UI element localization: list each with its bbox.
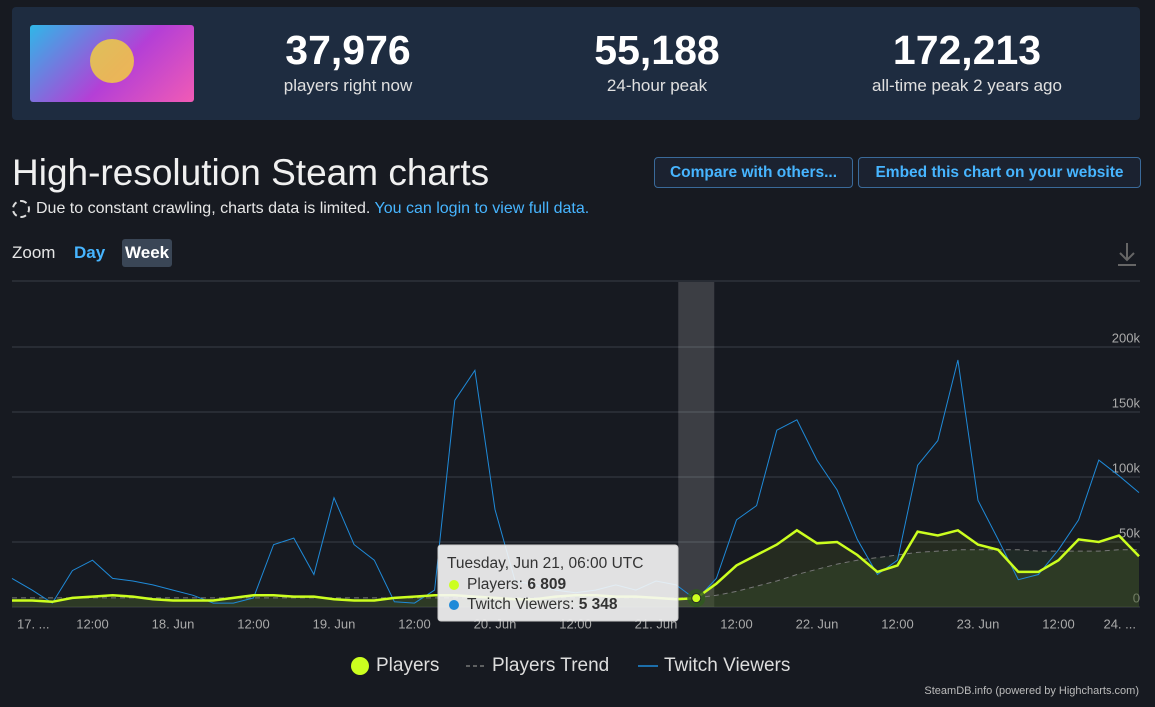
tooltip-title: Tuesday, Jun 21, 06:00 UTC xyxy=(447,555,643,572)
download-icon[interactable] xyxy=(1116,241,1138,267)
zoom-week[interactable]: Week xyxy=(122,239,173,267)
legend-label: Players Trend xyxy=(492,655,609,676)
credit: SteamDB.info (powered by Highcharts.com) xyxy=(924,685,1139,697)
y-tick-label: 100k xyxy=(1112,460,1141,475)
legend-label: Players xyxy=(376,655,439,676)
stat-label: players right now xyxy=(283,76,413,95)
tooltip-item: Players: 6 809 xyxy=(467,576,566,593)
tooltip-value: 5 348 xyxy=(579,596,618,613)
x-tick-label: 24. ... xyxy=(1103,616,1136,631)
y-tick-label: 150k xyxy=(1112,395,1141,410)
x-tick-label: 12:00 xyxy=(237,616,270,631)
stat: 172,213 all-time peak 2 years ago xyxy=(817,27,1117,96)
tooltip-box xyxy=(437,544,679,622)
legend-symbol xyxy=(351,657,369,675)
info-icon xyxy=(12,200,30,218)
zoom-day[interactable]: Day xyxy=(74,243,106,262)
x-tick-label: 17. ... xyxy=(17,616,50,631)
page-title: High-resolution Steam charts xyxy=(12,152,490,193)
tooltip-dot xyxy=(449,580,459,590)
stat: 55,188 24-hour peak xyxy=(507,27,807,96)
x-tick-label: 12:00 xyxy=(881,616,914,631)
x-tick-label: 12:00 xyxy=(398,616,431,631)
compare-button[interactable]: Compare with others... xyxy=(654,157,853,188)
tooltip-label: Players: xyxy=(467,576,523,593)
stat-label: 24-hour peak xyxy=(606,76,708,95)
stat-label: all-time peak 2 years ago xyxy=(872,76,1062,95)
legend-label: Twitch Viewers xyxy=(664,655,790,676)
stat-value: 172,213 xyxy=(892,27,1042,73)
notice: Due to constant crawling, charts data is… xyxy=(36,200,589,218)
tooltip: Tuesday, Jun 21, 06:00 UTC Players: 6 809… xyxy=(437,544,679,622)
x-tick-label: 12:00 xyxy=(76,616,109,631)
zoom-label: Zoom xyxy=(12,243,56,262)
hover-band xyxy=(678,282,715,607)
x-tick-label: 22. Jun xyxy=(796,616,839,631)
game-thumbnail xyxy=(30,25,194,102)
x-tick-label: 23. Jun xyxy=(957,616,1000,631)
login-link[interactable]: You can login to view full data. xyxy=(374,200,590,217)
y-tick-label: 50k xyxy=(1119,525,1140,540)
tooltip-value: 6 809 xyxy=(527,576,566,593)
x-tick-label: 12:00 xyxy=(1042,616,1075,631)
x-tick-label: 18. Jun xyxy=(152,616,195,631)
stat: 37,976 players right now xyxy=(198,27,498,96)
embed-button[interactable]: Embed this chart on your website xyxy=(858,157,1141,188)
tooltip-item: Twitch Viewers: 5 348 xyxy=(467,596,618,613)
y-tick-label: 200k xyxy=(1112,330,1141,345)
stat-value: 37,976 xyxy=(285,27,411,73)
tooltip-dot xyxy=(449,600,459,610)
x-tick-label: 19. Jun xyxy=(313,616,356,631)
download-glyph xyxy=(1118,243,1136,266)
x-tick-label: 12:00 xyxy=(720,616,753,631)
players-area xyxy=(12,530,1139,607)
trend-area xyxy=(12,549,1139,607)
tooltip-label: Twitch Viewers: xyxy=(467,596,574,613)
notice-text: Due to constant crawling, charts data is… xyxy=(36,200,371,217)
stats-panel: 37,976 players right now 55,188 24-hour pe… xyxy=(12,7,1140,120)
hover-point xyxy=(691,593,702,604)
stat-value: 55,188 xyxy=(594,27,720,73)
thumbnail-art xyxy=(90,39,134,83)
